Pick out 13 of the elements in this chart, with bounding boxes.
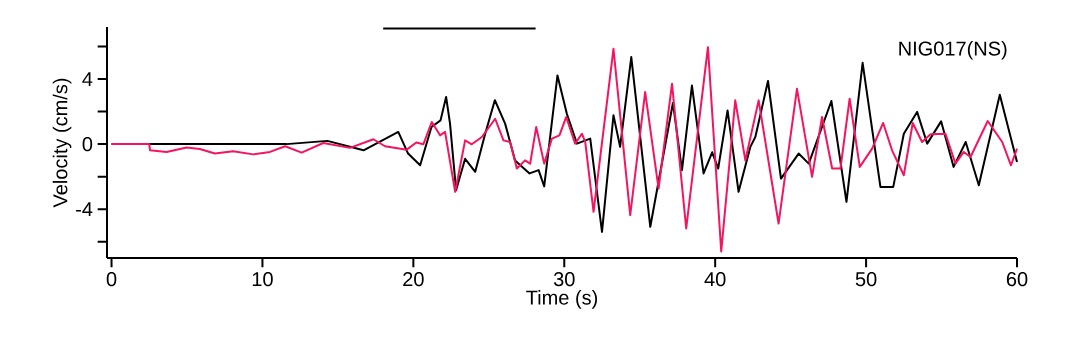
x-tick-label: 10 — [252, 272, 273, 287]
annotation: NIG017(NS) — [899, 40, 1007, 60]
x-tick-label: 50 — [855, 272, 877, 287]
y-tick-label: 0 — [82, 137, 93, 152]
y-tick-label: 4 — [82, 72, 93, 86]
x-tick-label: 60 — [1006, 272, 1028, 287]
x-axis-title: Time (s) — [526, 290, 598, 309]
x-tick-label: 20 — [403, 272, 424, 287]
x-tick-label: 40 — [704, 272, 726, 287]
x-tick-label: 0 — [106, 272, 117, 287]
y-tick-label: -4 — [76, 202, 93, 217]
x-tick-label: 30 — [553, 272, 575, 287]
y-axis-title: Velocity (cm/s) — [52, 78, 72, 208]
